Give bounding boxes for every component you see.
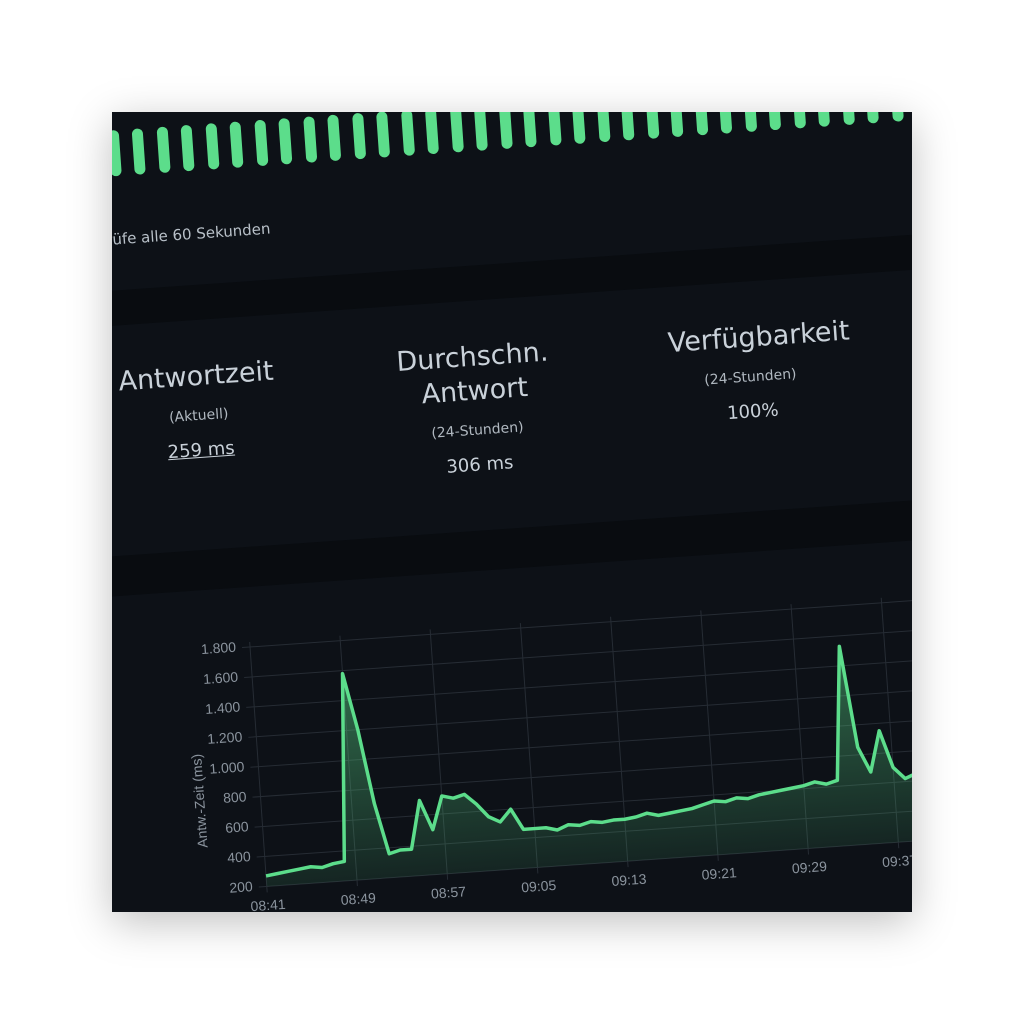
y-tick-label: 1.400: [205, 699, 241, 717]
y-tick-label: 1.800: [200, 639, 236, 657]
stat-title: Verfügbarkeit: [666, 315, 851, 360]
stat: Antwortzeit (Aktuell) 259 ms: [112, 352, 322, 469]
heartbeat: [547, 112, 562, 146]
heartbeat: [204, 123, 220, 170]
heartbeat: [620, 112, 635, 141]
heartbeat-bar: [112, 112, 912, 184]
heartbeat: [156, 126, 171, 174]
x-tick-label: 09:29: [791, 858, 827, 876]
area: [266, 646, 912, 887]
heartbeat: [112, 129, 122, 177]
heartbeat: [351, 112, 366, 160]
y-tick-label: 1.600: [203, 669, 239, 687]
x-tick-label: 08:49: [340, 890, 376, 908]
grid-line: [254, 770, 912, 828]
heartbeat: [815, 112, 831, 128]
heartbeat: [424, 112, 440, 155]
dashboard: ago erprüfe alle 60 Sekunden Antwortzeit…: [112, 112, 912, 912]
heartbeat: [595, 112, 611, 143]
x-tick-label: 09:05: [521, 877, 557, 895]
y-tick-label: 400: [227, 848, 252, 866]
heartbeat: [327, 114, 342, 162]
heartbeat: [278, 117, 293, 165]
grid-line: [244, 621, 912, 678]
heartbeat: [229, 121, 244, 169]
heartbeat: [767, 112, 782, 131]
check-interval: erprüfe alle 60 Sekunden: [112, 219, 272, 251]
heartbeat: [131, 128, 146, 175]
grid-line: [246, 651, 912, 708]
grid-line: [242, 591, 912, 649]
x-tick-label: 09:13: [611, 871, 647, 889]
y-tick-label: 600: [225, 818, 250, 836]
y-tick-label: 800: [223, 788, 248, 806]
heartbeat: [571, 112, 586, 145]
x-tick-label: 08:41: [250, 896, 286, 912]
heartbeat: [693, 112, 708, 136]
stat: Durchschn. Antwort (24-Stunden) 306 ms: [352, 332, 601, 483]
heartbeat: [473, 112, 488, 151]
x-tick-label: 09:37: [882, 852, 912, 870]
heartbeat: [644, 112, 660, 139]
stat-subtitle: (24-Stunden): [430, 419, 525, 442]
heartbeat: [840, 112, 855, 126]
y-tick-label: 1.200: [207, 728, 243, 746]
chart-panel: Antw.-Zeit (ms) 200 400 600 800 1.000 1.200 1.…: [112, 532, 912, 912]
screenshot: ago erprüfe alle 60 Sekunden Antwortzeit…: [112, 112, 912, 912]
stat-value: 100%: [726, 399, 780, 425]
line: [265, 644, 912, 878]
y-tick-label: 200: [229, 878, 254, 896]
grid-line: [250, 711, 912, 768]
heartbeat: [253, 119, 268, 167]
heartbeat: [449, 112, 464, 153]
grid-line: [249, 641, 268, 893]
heartbeat: [669, 112, 684, 138]
stat-title: Durchschn. Antwort: [395, 336, 550, 411]
x-tick-label: 09:21: [701, 864, 737, 882]
heartbeat: [718, 112, 733, 134]
stat: Verfügbarkeit (24-Stunden) 100%: [627, 313, 873, 430]
y-axis-label: Antw.-Zeit (ms): [188, 753, 211, 848]
heartbeat: [522, 112, 537, 148]
heartbeat: [864, 112, 880, 124]
grid-line: [252, 741, 912, 798]
heartbeat: [180, 124, 195, 172]
y-tick-label: 1.000: [209, 758, 245, 776]
stat-value: 306 ms: [445, 452, 515, 478]
chart: Antw.-Zeit (ms) 200 400 600 800 1.000 1.200 1.…: [188, 591, 912, 912]
heartbeat: [742, 112, 757, 133]
stat-value[interactable]: 259 ms: [167, 437, 236, 464]
stat-subtitle: (24-Stunden): [703, 366, 798, 389]
heartbeat: [400, 112, 415, 157]
heartbeat: [791, 112, 806, 129]
grid-line: [248, 681, 912, 738]
heartbeat: [498, 112, 513, 150]
stat-subtitle: (Aktuell): [168, 405, 229, 427]
stat-title: Antwortzeit: [117, 355, 275, 398]
x-tick-label: 08:57: [430, 883, 466, 901]
heartbeat: [376, 112, 391, 158]
heartbeat: [889, 112, 904, 122]
heartbeat: [302, 116, 317, 163]
